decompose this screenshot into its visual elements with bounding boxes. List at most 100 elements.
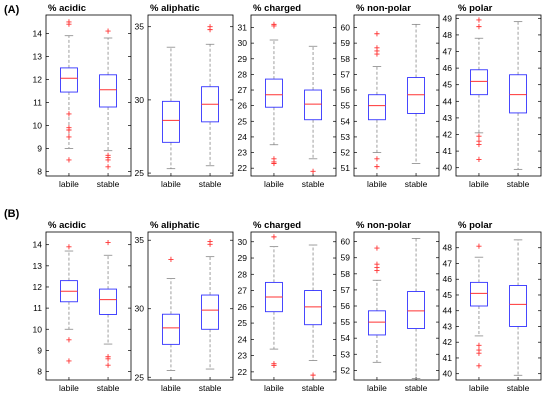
y-tick-label: 25 [238,116,248,126]
y-tick-label: 56 [341,301,351,311]
x-tick-label: labile [367,179,387,189]
y-tick-label: 13 [33,261,43,271]
outlier-marker [105,362,111,368]
x-tick-label: labile [367,383,387,393]
outlier-marker [374,245,380,251]
y-tick-label: 22 [238,367,248,377]
y-tick-label: 60 [341,237,351,247]
y-tick-label: 53 [341,349,351,359]
y-tick-label: 12 [33,282,43,292]
outlier-marker [310,372,316,378]
y-tick-label: 14 [33,28,43,38]
outlier-marker [271,160,277,167]
plot-frame [45,231,132,381]
y-tick-label: 59 [341,253,351,263]
y-tick-label: 23 [238,351,248,361]
subplot-title: % aliphatic [150,220,200,231]
y-tick-label: 46 [443,63,453,73]
x-tick-label: stable [405,383,428,393]
y-tick-label: 23 [238,148,248,158]
x-tick-label: stable [97,383,120,393]
subplot-title: % polar [458,3,493,14]
subplot-title: % charged [253,3,301,14]
y-tick-label: 55 [341,317,351,327]
box-iqr [368,94,386,121]
y-tick-label: 24 [238,334,248,344]
outlier-marker [66,244,72,250]
y-tick-label: 48 [443,30,453,40]
outlier-marker [476,350,482,356]
outlier-marker [476,342,482,348]
y-tick-label: 60 [341,23,351,33]
outlier-marker [66,134,72,140]
subplot-title: % acidic [48,3,86,14]
y-tick-label: 43 [443,113,453,123]
plot-frame [250,231,337,381]
x-tick-label: labile [59,383,79,393]
outlier-marker [476,141,482,148]
y-tick-label: 24 [238,132,248,142]
box-iqr [304,89,322,121]
x-tick-label: stable [302,179,325,189]
outlier-marker [476,24,482,30]
y-tick-label: 40 [443,369,453,379]
y-tick-label: 35 [135,22,145,32]
y-tick-label: 42 [443,337,453,347]
x-tick-label: stable [199,383,222,393]
y-tick-label: 10 [33,324,43,334]
x-tick-label: labile [469,383,489,393]
y-tick-label: 56 [341,85,351,95]
outlier-marker [476,156,482,163]
x-tick-label: labile [59,179,79,189]
y-tick-label: 28 [238,69,248,79]
box-iqr [99,288,118,315]
plot-frame [455,231,542,381]
outlier-marker [105,239,111,246]
y-tick-label: 25 [135,168,145,178]
subplot-title: % charged [253,220,301,231]
plot-frame [353,231,440,381]
box-iqr [509,285,527,327]
x-tick-label: stable [507,179,530,189]
outlier-marker [66,21,72,27]
plot-frame [455,14,542,177]
y-tick-label: 27 [238,85,248,95]
y-tick-label: 44 [443,96,453,106]
outlier-marker [66,337,72,343]
y-tick-label: 47 [443,47,453,57]
y-tick-label: 44 [443,306,453,316]
box-iqr [470,69,488,96]
outlier-marker [476,243,482,249]
outlier-marker [105,28,111,34]
y-tick-label: 55 [341,101,351,111]
y-tick-label: 59 [341,38,351,48]
y-tick-label: 45 [443,80,453,90]
box-iqr [368,310,386,336]
y-tick-label: 27 [238,286,248,296]
x-tick-label: stable [199,179,222,189]
y-tick-label: 52 [341,365,351,375]
box-iqr [265,78,283,108]
outlier-marker [476,363,482,369]
y-tick-label: 30 [135,304,145,314]
y-tick-label: 9 [37,143,42,153]
outlier-marker [207,27,213,33]
box-iqr [470,281,488,307]
outlier-marker [105,157,111,163]
y-tick-label: 30 [238,237,248,247]
panel-label-b: (B) [4,208,20,220]
box-iqr [407,291,425,329]
subplot-title: % non-polar [356,220,411,231]
y-tick-label: 29 [238,54,248,64]
outlier-marker [168,256,174,263]
y-tick-label: 25 [135,372,145,382]
outlier-marker [271,234,277,240]
plot-frame [147,231,234,381]
y-tick-label: 9 [37,345,42,355]
y-tick-label: 11 [33,97,42,107]
y-tick-label: 45 [443,290,453,300]
x-tick-label: stable [507,383,530,393]
y-tick-label: 22 [238,163,248,173]
y-tick-label: 30 [238,38,248,48]
box-iqr [161,100,180,143]
